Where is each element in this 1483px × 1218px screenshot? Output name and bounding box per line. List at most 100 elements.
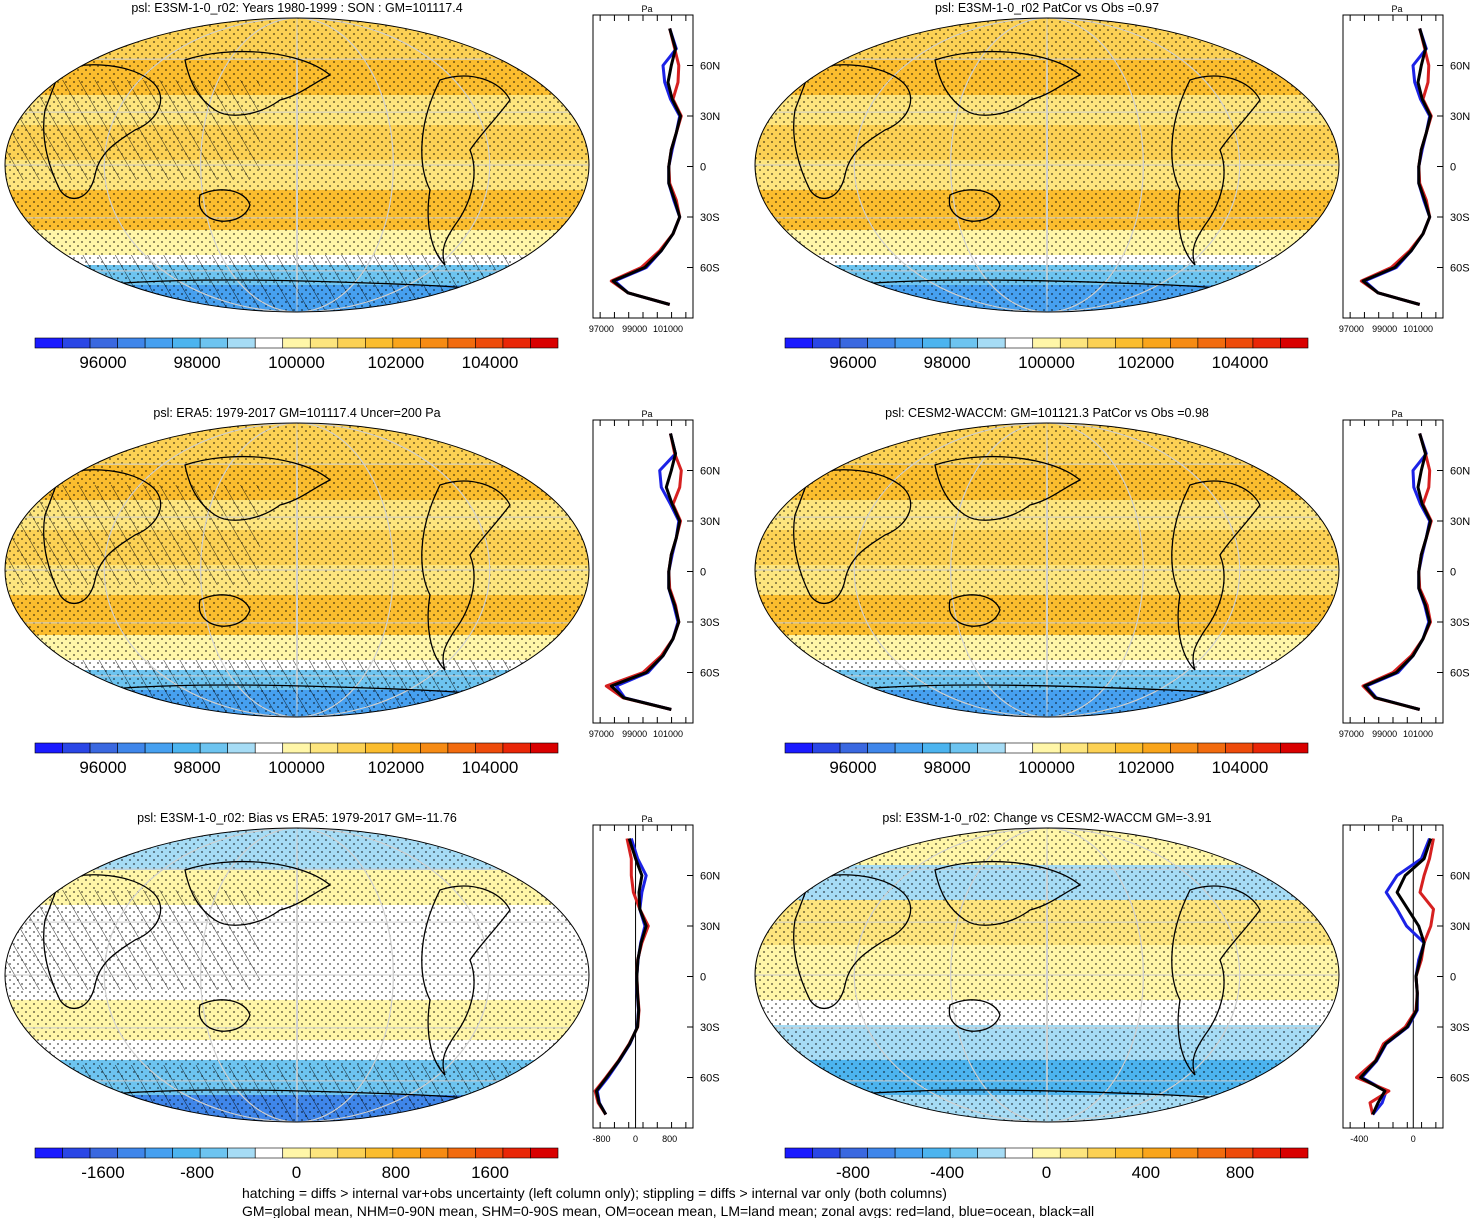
colorbar-swatch <box>839 742 868 754</box>
coastline <box>948 189 1001 222</box>
zonal-lat-label: 30N <box>1450 516 1470 528</box>
colorbar-label: 0 <box>292 1163 301 1182</box>
colorbar-swatch <box>1115 337 1144 349</box>
colorbar-swatch <box>812 337 841 349</box>
zonal-lat-label: 30N <box>1450 921 1470 933</box>
colorbar-swatch <box>117 337 146 349</box>
zonal-line-all <box>1359 838 1433 1116</box>
zonal-unit: Pa <box>641 409 652 419</box>
zonal-lat-label: 30S <box>700 1022 720 1034</box>
colorbar-swatch <box>502 337 531 349</box>
colorbar-swatch <box>392 1147 421 1159</box>
zonal-lat-label: 0 <box>700 567 706 579</box>
colorbar-swatch <box>420 742 449 754</box>
zonal-lat-label: 60S <box>1450 263 1470 275</box>
colorbar-label: 96000 <box>79 758 126 777</box>
colorbar-swatch <box>227 742 256 754</box>
zonal-lat-label: 30S <box>1450 617 1470 629</box>
colorbar-swatch <box>365 337 394 349</box>
coastline <box>948 594 1001 627</box>
colorbar-label: 96000 <box>79 353 126 372</box>
coastline <box>421 480 511 671</box>
colorbar-swatch <box>34 1147 63 1159</box>
colorbar-swatch <box>1142 337 1171 349</box>
zonal-x-label: 101000 <box>1403 324 1433 334</box>
zonal-lat-label: 30S <box>1450 212 1470 224</box>
colorbar-swatch <box>1225 1147 1254 1159</box>
map-field <box>755 828 1339 1122</box>
colorbar-swatch <box>144 1147 173 1159</box>
colorbar-swatch <box>1170 1147 1199 1159</box>
colorbar-swatch <box>1059 1147 1089 1159</box>
zonal-line-all <box>594 838 648 1116</box>
colorbar-swatch <box>199 1147 228 1159</box>
coastline <box>184 860 332 926</box>
colorbar-swatch <box>420 1147 449 1159</box>
zonal-lat-label: 60N <box>700 871 720 883</box>
coastline <box>184 50 332 116</box>
zonal-lat-label: 60S <box>700 1073 720 1085</box>
colorbar-swatch <box>309 742 339 754</box>
colorbar-swatch <box>977 337 1006 349</box>
zonal-lat-label: 60N <box>700 466 720 478</box>
colorbar-swatch <box>530 337 559 349</box>
zonal-line-all <box>1363 433 1432 711</box>
panel-p4: psl: CESM2-WACCM: GM=101121.3 PatCor vs … <box>754 406 1470 777</box>
colorbar-swatch <box>309 337 339 349</box>
colorbar-label: -1600 <box>81 1163 124 1182</box>
zonal-lat-label: 0 <box>1450 567 1456 579</box>
panel-p6: psl: E3SM-1-0_r02: Change vs CESM2-WACCM… <box>754 811 1470 1182</box>
colorbar-swatch <box>784 337 813 349</box>
zonal-lat-label: 60N <box>1450 61 1470 73</box>
colorbar-swatch <box>172 1147 201 1159</box>
panel-title: psl: E3SM-1-0_r02 PatCor vs Obs =0.97 <box>935 1 1159 15</box>
colorbar-swatch <box>199 742 228 754</box>
colorbar-swatch <box>475 337 504 349</box>
coastline <box>43 874 162 1009</box>
zonal-lat-label: 30N <box>700 921 720 933</box>
colorbar-swatch <box>89 337 118 349</box>
zonal-line-all <box>611 28 682 306</box>
colorbar-label: 104000 <box>1212 353 1269 372</box>
hatching-region <box>5 890 260 990</box>
zonal-line-all <box>609 433 682 711</box>
colorbar-label: 400 <box>1132 1163 1160 1182</box>
coastline <box>793 64 912 199</box>
zonal-x-label: 99000 <box>1372 729 1397 739</box>
colorbar-swatch <box>839 1147 868 1159</box>
zonal-x-label: -800 <box>593 1134 611 1144</box>
colorbar-swatch <box>949 337 978 349</box>
colorbar-swatch <box>227 1147 256 1159</box>
colorbar-swatch <box>309 1147 339 1159</box>
zonal-unit: Pa <box>1391 4 1402 14</box>
colorbar-swatch <box>117 742 146 754</box>
zonal-lat-label: 0 <box>1450 162 1456 174</box>
colorbar-swatch <box>447 742 476 754</box>
map-field <box>5 828 589 1122</box>
colorbar-swatch <box>1004 337 1034 349</box>
colorbar-swatch <box>475 742 504 754</box>
colorbar-label: 100000 <box>1018 353 1075 372</box>
coastline <box>1171 75 1261 266</box>
colorbar-swatch <box>62 742 91 754</box>
colorbar-swatch <box>1252 742 1281 754</box>
zonal-unit: Pa <box>641 4 652 14</box>
colorbar-swatch <box>1032 1147 1061 1159</box>
colorbar-label: 98000 <box>173 758 220 777</box>
zonal-lat-label: 30S <box>700 617 720 629</box>
hatching-region <box>5 485 260 585</box>
zonal-x-label: 800 <box>662 1134 677 1144</box>
coastline <box>198 999 251 1032</box>
zonal-x-label: 97000 <box>589 324 614 334</box>
colorbar-swatch <box>1280 337 1309 349</box>
colorbar-label: 104000 <box>462 353 519 372</box>
zonal-line-all <box>1361 28 1432 306</box>
colorbar-swatch <box>1087 742 1116 754</box>
zonal-x-label: 99000 <box>1372 324 1397 334</box>
colorbar-label: 800 <box>1226 1163 1254 1182</box>
colorbar-swatch <box>62 337 91 349</box>
zonal-lat-label: 30S <box>1450 1022 1470 1034</box>
panel-title: psl: ERA5: 1979-2017 GM=101117.4 Uncer=2… <box>153 406 440 420</box>
coastline <box>1289 52 1331 82</box>
colorbar-swatch <box>254 742 284 754</box>
